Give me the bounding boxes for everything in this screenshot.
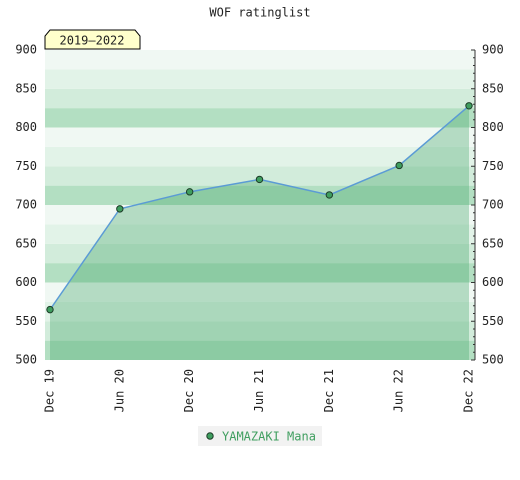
y-tick-label: 800: [15, 120, 37, 134]
x-tick-label: Dec 21: [322, 369, 336, 412]
band: [45, 88, 475, 109]
band: [45, 340, 475, 360]
y-tick-label: 850: [15, 81, 37, 95]
chart-title: WOF ratinglist: [209, 6, 310, 20]
band: [45, 301, 475, 322]
badge-box: [44, 29, 141, 50]
y-tick-label: 650: [15, 236, 37, 250]
period-badge: 2019–2022: [44, 29, 141, 50]
y-tick-label: 750: [15, 159, 37, 173]
legend-box: [198, 426, 322, 446]
marker: [185, 188, 194, 196]
x-tick-label: Jun 21: [252, 369, 266, 412]
y-tick-label: 550: [15, 314, 37, 328]
y2-tick-label: 850: [482, 81, 504, 95]
band: [45, 224, 475, 244]
y-tick-label: 600: [15, 275, 37, 289]
legend-marker: [206, 432, 214, 440]
y2-tick-label: 600: [482, 275, 504, 289]
band: [45, 243, 475, 264]
y-tick-label: 500: [15, 353, 37, 367]
badge-text: 2019–2022: [59, 34, 124, 48]
band: [45, 108, 475, 128]
y2-tick-label: 650: [482, 236, 504, 250]
y2-tick-label: 800: [482, 120, 504, 134]
y2-tick-label: 500: [482, 353, 504, 367]
y-tick-label: 900: [15, 43, 37, 57]
x-tick-label: Dec 20: [182, 369, 196, 412]
y2-tick-label: 750: [482, 159, 504, 173]
area: [50, 105, 469, 360]
legend-label: YAMAZAKI Mana: [222, 430, 316, 444]
plot-area: [45, 50, 475, 360]
marker: [465, 102, 473, 110]
band: [45, 321, 475, 341]
band: [45, 50, 475, 70]
marker: [395, 161, 403, 170]
x-tick-label: Jun 20: [112, 369, 126, 412]
marker: [116, 205, 124, 213]
x-tick-label: Dec 22: [462, 369, 476, 412]
marker: [255, 175, 264, 184]
y2-tick-label: 900: [482, 43, 504, 57]
y2-tick-label: 550: [482, 314, 504, 328]
x-tick-label: Dec 19: [43, 369, 57, 412]
x-tick-label: Jun 22: [392, 369, 406, 412]
band: [45, 127, 475, 147]
band: [45, 205, 475, 225]
marker: [46, 305, 54, 314]
y2-tick-label: 700: [482, 198, 504, 212]
band: [45, 282, 475, 302]
band: [45, 146, 475, 167]
band: [45, 69, 475, 89]
marker: [325, 191, 334, 199]
y-tick-label: 700: [15, 198, 37, 212]
band: [45, 263, 475, 283]
